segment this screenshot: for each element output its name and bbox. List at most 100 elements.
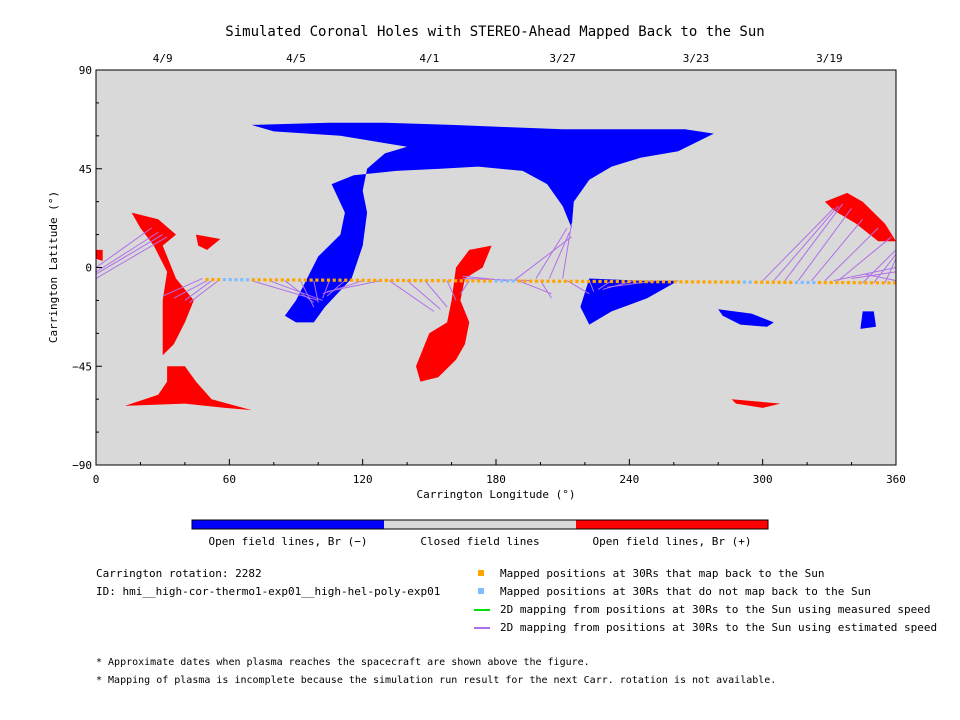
- mapped-position-maps: [529, 279, 533, 283]
- mapped-position-maps: [517, 279, 521, 283]
- y-tick-label: 0: [85, 262, 92, 275]
- mapped-position-maps: [829, 280, 833, 285]
- mapped-position-maps: [286, 278, 290, 282]
- mapped-position-maps: [609, 279, 614, 284]
- mapping-line: [162, 278, 203, 297]
- mapping-line: [837, 236, 892, 282]
- colorbar-label: Closed field lines: [420, 535, 539, 548]
- top-date-label: 3/19: [816, 52, 843, 65]
- mapped-position-maps: [453, 279, 458, 283]
- colorbar: Open field lines, Br (−) Closed field lin…: [191, 519, 769, 548]
- mapped-position-maps: [696, 280, 700, 284]
- mapping-line: [299, 280, 315, 308]
- negative-coronal-hole: [580, 278, 679, 325]
- mapping-line: [518, 280, 552, 295]
- mapped-position-maps: [673, 280, 677, 284]
- mapped-position-maps: [205, 277, 209, 282]
- footnote-1: * Approximate dates when plasma reaches …: [96, 657, 590, 668]
- mapped-position-maps: [887, 281, 891, 285]
- mapped-position-no-map: [812, 280, 816, 285]
- mapped-position-maps: [211, 277, 215, 282]
- mapped-position-maps: [783, 280, 787, 284]
- mapped-position-maps: [303, 278, 307, 282]
- mapping-line: [762, 207, 835, 282]
- mapped-position-maps: [754, 280, 758, 284]
- mapping-line: [446, 280, 457, 301]
- mapping-line: [189, 280, 219, 304]
- x-tick-label: 180: [486, 473, 506, 486]
- x-tick-label: 120: [353, 473, 373, 486]
- top-date-label: 3/23: [683, 52, 710, 65]
- axes: 0 60 120 180 240 300 360 90 45 0 −45 −90: [72, 64, 906, 486]
- mapped-position-maps: [604, 279, 608, 284]
- mapped-position-maps: [390, 278, 394, 283]
- mapping-line: [851, 271, 897, 279]
- mapped-position-no-map: [794, 280, 799, 284]
- mapped-position-no-map: [742, 280, 747, 284]
- mapped-position-maps: [679, 280, 683, 284]
- mapped-position-maps: [633, 280, 637, 284]
- mapped-position-maps: [760, 280, 764, 284]
- mapping-line: [824, 227, 879, 282]
- mapping-line: [773, 205, 839, 281]
- mapped-position-maps: [401, 278, 406, 283]
- mapped-position-maps: [777, 280, 781, 284]
- mapped-position-maps: [685, 280, 689, 284]
- mapped-position-maps: [823, 280, 827, 285]
- mapping-line: [95, 234, 163, 275]
- mapped-position-maps: [563, 279, 567, 283]
- mapped-position-maps: [881, 281, 885, 285]
- mapped-position-maps: [598, 279, 602, 284]
- mapping-line: [326, 280, 346, 297]
- mapping-line: [513, 236, 572, 282]
- mapped-position-maps: [274, 278, 279, 282]
- carrington-rotation: Carrington rotation: 2282: [96, 567, 262, 580]
- mapped-position-maps: [407, 278, 411, 283]
- mapped-position-maps: [436, 279, 440, 283]
- mapped-position-maps: [349, 278, 354, 282]
- mapping-line: [597, 280, 612, 290]
- positive-coronal-hole: [416, 245, 492, 382]
- legend-line-swatch: [474, 627, 490, 629]
- x-tick-label: 300: [753, 473, 773, 486]
- mapping-line: [607, 280, 657, 288]
- mapped-position-maps: [292, 278, 296, 282]
- negative-coronal-hole: [718, 309, 774, 327]
- mapping-line: [184, 280, 212, 301]
- footnote-2: * Mapping of plasma is incomplete becaus…: [96, 675, 777, 686]
- mapped-position-maps: [361, 278, 365, 282]
- mapped-position-maps: [321, 278, 325, 282]
- legend-square-swatch: [478, 570, 484, 576]
- mapped-position-maps: [575, 279, 579, 283]
- mapped-position-maps: [482, 279, 487, 283]
- mapped-position-maps: [702, 280, 706, 284]
- mapped-position-maps: [638, 280, 643, 284]
- mapped-position-maps: [384, 278, 388, 283]
- positive-coronal-hole: [196, 234, 221, 250]
- mapped-positions: [205, 277, 897, 285]
- x-tick-label: 0: [93, 473, 100, 486]
- mapped-position-maps: [650, 280, 654, 284]
- mapped-position-maps: [725, 280, 729, 284]
- mapped-position-maps: [413, 278, 417, 283]
- mapping-line: [389, 280, 435, 312]
- mapped-position-maps: [367, 278, 371, 282]
- mapped-position-no-map: [240, 278, 244, 282]
- mapped-position-maps: [344, 278, 348, 282]
- mapped-position-maps: [315, 278, 319, 282]
- mapped-position-maps: [708, 280, 712, 284]
- mapping-line: [562, 223, 573, 279]
- mapped-position-no-map: [505, 279, 510, 283]
- mapped-position-maps: [569, 279, 573, 283]
- mapped-position-maps: [430, 279, 435, 283]
- coronal-holes: [96, 122, 896, 411]
- mapped-position-maps: [448, 279, 452, 283]
- mapped-position-maps: [615, 279, 619, 284]
- mapped-position-maps: [396, 278, 400, 283]
- mapping-line: [173, 280, 208, 299]
- y-tick-label: −45: [72, 360, 92, 373]
- positive-coronal-hole: [96, 249, 103, 261]
- mapped-position-maps: [534, 279, 539, 283]
- mapped-position-maps: [425, 279, 429, 283]
- mapped-position-maps: [667, 280, 671, 284]
